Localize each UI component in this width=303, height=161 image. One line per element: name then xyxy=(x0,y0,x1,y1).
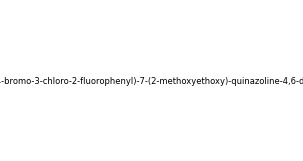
Text: N4-(4-bromo-3-chloro-2-fluorophenyl)-7-(2-methoxyethoxy)-quinazoline-4,6-diamine: N4-(4-bromo-3-chloro-2-fluorophenyl)-7-(… xyxy=(0,77,303,86)
